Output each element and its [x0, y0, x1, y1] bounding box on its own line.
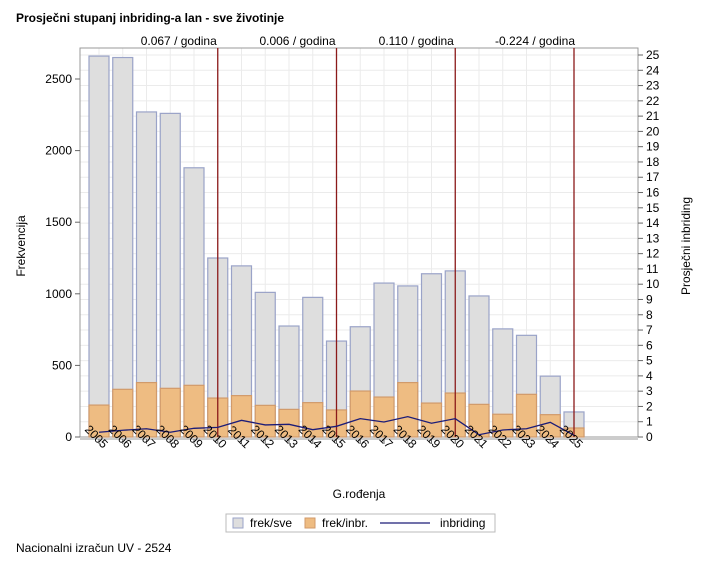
ytick-label: 2500 — [45, 72, 72, 86]
ytick-label: 0 — [65, 430, 72, 444]
bar-frek-inbr-2024 — [539, 414, 561, 438]
y2tick-label: 25 — [646, 48, 660, 62]
ytick-label: 500 — [52, 358, 72, 372]
y2tick-label: 21 — [646, 109, 660, 123]
y2tick-label: 9 — [646, 292, 653, 306]
footer-note: Nacionalni izračun UV - 2524 — [16, 541, 172, 555]
legend-label-frek-sve: frek/sve — [250, 516, 292, 530]
ytick-label: 1000 — [45, 287, 72, 301]
y2tick-label: 22 — [646, 94, 660, 108]
legend-label-inbriding: inbriding — [440, 516, 485, 530]
bar-frek-inbr-2007 — [135, 381, 158, 438]
bar-frek-inbr-2005 — [88, 404, 110, 438]
bar-frek-inbr-2008 — [159, 387, 181, 438]
legend-swatch-frek-sve — [232, 517, 244, 529]
y2tick-label: 17 — [646, 170, 660, 184]
y-axis-label: Frekvencija — [14, 215, 28, 277]
y2tick-label: 20 — [646, 124, 660, 138]
y2tick-label: 2 — [646, 399, 653, 413]
y2tick-label: 10 — [646, 277, 660, 291]
x-axis-label: G.rođenja — [333, 487, 386, 501]
bar-frek-inbr-2018 — [397, 381, 419, 438]
y2tick-label: 24 — [646, 63, 660, 77]
y2tick-label: 16 — [646, 186, 660, 200]
bar-frek-inbr-2013 — [278, 408, 300, 438]
chart-title: Prosječni stupanj inbriding-a lan - sve … — [16, 11, 285, 25]
bar-frek-inbr-2016 — [349, 390, 371, 438]
bar-frek-sve-2006 — [112, 56, 134, 438]
reference-label-2010: 0.067 / godina — [141, 34, 217, 48]
y2tick-label: 4 — [646, 369, 653, 383]
y2-axis-label: Prosječni inbriding — [679, 197, 693, 295]
bar-frek-inbr-2023 — [515, 393, 538, 438]
reference-label-2020: 0.110 / godina — [379, 34, 455, 48]
bar-frek-inbr-2009 — [183, 384, 205, 438]
bar-frek-inbr-2011 — [230, 395, 253, 438]
y2tick-label: 23 — [646, 79, 660, 93]
reference-label-2025: -0.224 / godina — [495, 34, 575, 48]
y2tick-label: 7 — [646, 323, 653, 337]
y2tick-label: 0 — [646, 430, 653, 444]
legend-swatch-frek-inbr — [304, 517, 316, 529]
y2tick-label: 1 — [646, 415, 653, 429]
y2tick-label: 3 — [646, 384, 653, 398]
legend — [225, 513, 496, 533]
reference-label-2015: 0.006 / godina — [259, 34, 335, 48]
y2tick-label: 12 — [646, 247, 660, 261]
bar-frek-inbr-2021 — [468, 403, 490, 438]
bar-frek-inbr-2017 — [373, 396, 395, 438]
y2tick-label: 15 — [646, 201, 660, 215]
y2tick-label: 8 — [646, 308, 653, 322]
y2tick-label: 5 — [646, 354, 653, 368]
y2tick-label: 11 — [646, 262, 659, 276]
bar-frek-inbr-2012 — [254, 404, 276, 438]
legend-label-frek-inbr: frek/inbr. — [322, 516, 368, 530]
ytick-label: 2000 — [45, 144, 72, 158]
y2tick-label: 18 — [646, 155, 660, 169]
bar-frek-sve-2005 — [88, 55, 110, 438]
ytick-label: 1500 — [45, 215, 72, 229]
y2tick-label: 13 — [646, 231, 660, 245]
bar-frek-inbr-2006 — [112, 388, 134, 438]
y2tick-label: 14 — [646, 216, 660, 230]
y2tick-label: 6 — [646, 338, 653, 352]
y2tick-label: 19 — [646, 140, 660, 154]
